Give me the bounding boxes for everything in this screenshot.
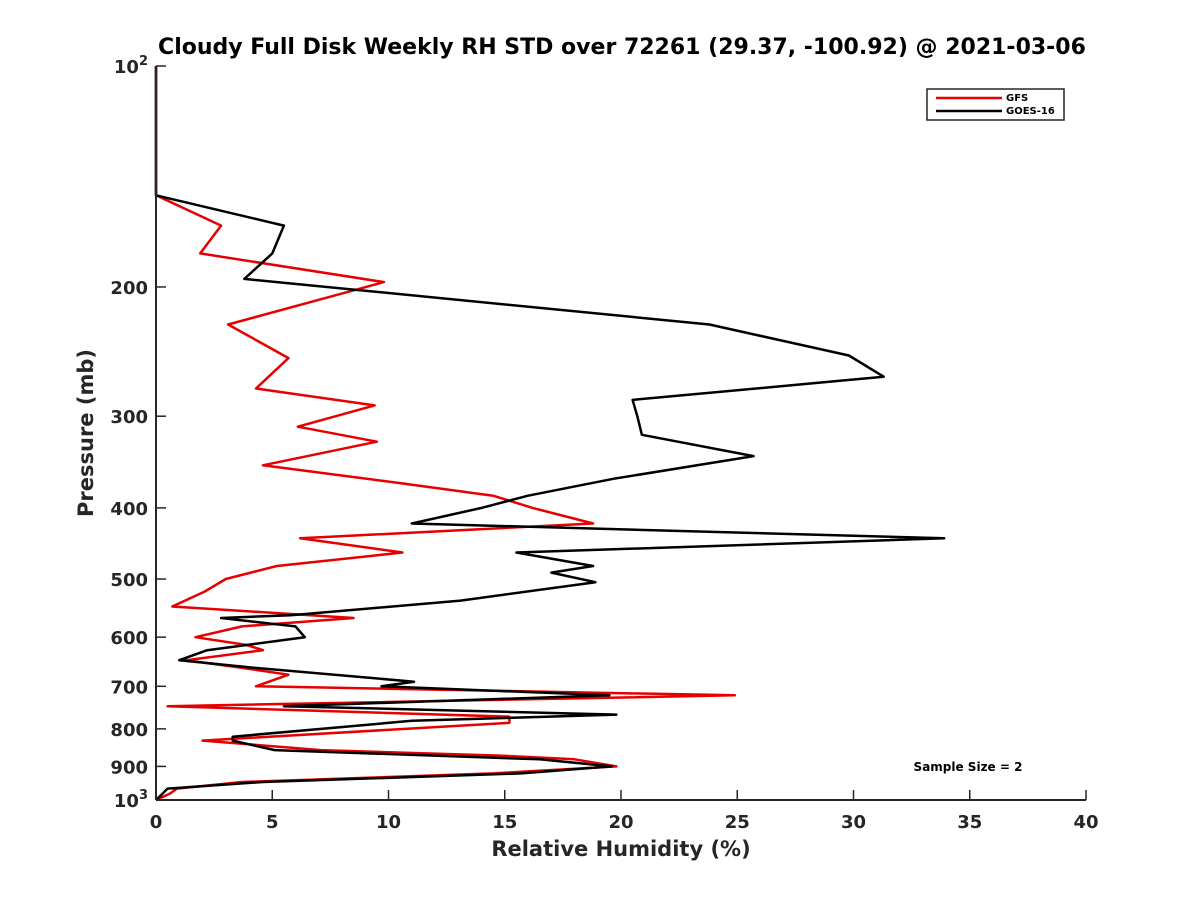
- y-tick-label: 700: [110, 677, 148, 698]
- y-tick-label: 400: [110, 499, 148, 520]
- legend: GFS GOES-16: [926, 88, 1065, 121]
- y-tick-label: 900: [110, 757, 148, 778]
- y-tick-label: 600: [110, 628, 148, 649]
- series-line-goes-16: [154, 66, 946, 801]
- series-layer: [154, 66, 946, 802]
- legend-label-goes-16: GOES-16: [1006, 106, 1055, 117]
- y-tick-label: 500: [110, 570, 148, 591]
- legend-label-gfs: GFS: [1006, 93, 1028, 104]
- y-tick-label: 300: [110, 407, 148, 428]
- y-tick-label: 200: [110, 278, 148, 299]
- chart-title: Cloudy Full Disk Weekly RH STD over 7226…: [158, 35, 1086, 60]
- x-ticks: 0 5 10 15 20 25 30 35 40: [150, 790, 1099, 833]
- x-tick-label: 5: [266, 812, 279, 833]
- legend-box: [926, 88, 1065, 121]
- series-line-gfs: [154, 66, 737, 802]
- x-tick-label: 15: [492, 812, 517, 833]
- y-tick-label: 800: [110, 720, 148, 741]
- x-tick-label: 10: [376, 812, 401, 833]
- sample-size-annotation: Sample Size = 2: [914, 760, 1023, 774]
- x-tick-label: 35: [957, 812, 982, 833]
- x-tick-label: 25: [725, 812, 750, 833]
- x-tick-label: 30: [841, 812, 866, 833]
- y-axis-label: Pressure (mb): [74, 349, 98, 517]
- x-tick-label: 20: [608, 812, 633, 833]
- x-tick-label: 40: [1073, 812, 1098, 833]
- x-axis-label: Relative Humidity (%): [491, 837, 750, 861]
- x-tick-label: 0: [150, 812, 163, 833]
